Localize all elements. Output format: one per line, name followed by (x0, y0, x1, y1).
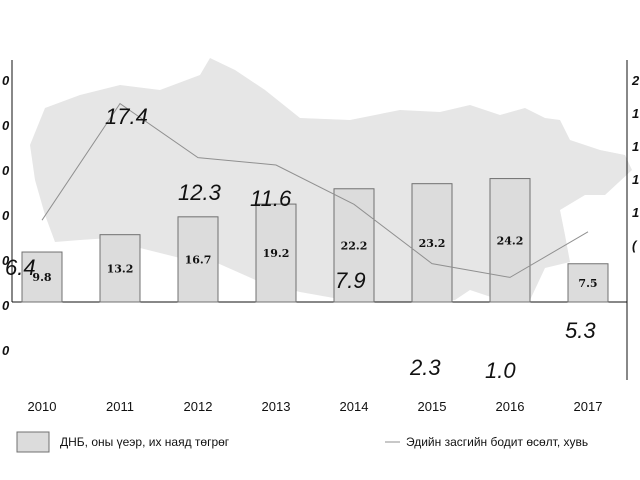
left-axis-tick: 0 (2, 253, 10, 268)
bar-2011 (99, 234, 141, 303)
x-tick-label: 2013 (262, 399, 291, 414)
legend-bar-label: ДНБ, оны үеэр, их наяд төгрөг (60, 435, 230, 449)
bar-value-label: 9.8 (32, 271, 51, 284)
bar-2013 (255, 203, 297, 303)
bar-value-label: 13.2 (107, 262, 134, 275)
x-tick-label: 2014 (340, 399, 369, 414)
left-axis-tick: 0 (2, 298, 10, 313)
right-axis-tick: 1 (632, 106, 639, 121)
left-axis-ticks: 0 0 0 0 0 0 0 (2, 73, 10, 358)
line-value-label: 6.4 (5, 255, 36, 280)
legend-bar-swatch (16, 431, 50, 453)
right-axis-tick: ( (632, 238, 638, 253)
x-axis-ticks: 2010 2011 2012 2013 2014 2015 2016 2017 (28, 399, 603, 414)
line-value-label: 7.9 (335, 268, 366, 293)
bar-value-label: 24.2 (497, 234, 524, 247)
right-axis-ticks: 2 1 1 1 1 ( (631, 73, 640, 253)
line-value-label: 11.6 (250, 186, 292, 211)
left-axis-tick: 0 (2, 343, 10, 358)
bar-2014 (333, 188, 375, 303)
bar-value-label: 23.2 (419, 237, 446, 250)
line-value-labels: 6.4 17.4 12.3 11.6 7.9 2.3 1.0 5.3 (5, 104, 596, 383)
line-value-label: 5.3 (565, 318, 596, 343)
x-tick-label: 2017 (574, 399, 603, 414)
bar-value-label: 22.2 (341, 239, 368, 252)
line-value-label: 12.3 (178, 180, 222, 205)
line-value-label: 1.0 (485, 358, 516, 383)
x-tick-label: 2015 (418, 399, 447, 414)
x-tick-label: 2016 (496, 399, 525, 414)
right-axis-tick: 1 (632, 205, 639, 220)
bar-series (21, 178, 609, 303)
line-value-label: 2.3 (409, 355, 441, 380)
bar-2016 (489, 178, 531, 303)
x-tick-label: 2011 (106, 399, 134, 414)
bar-2012 (177, 216, 219, 303)
left-axis-tick: 0 (2, 118, 10, 133)
growth-line (41, 102, 589, 278)
left-axis-tick: 0 (2, 208, 10, 223)
right-axis-tick: 1 (632, 172, 639, 187)
right-axis-tick: 2 (631, 73, 640, 88)
left-axis-tick: 0 (2, 73, 10, 88)
bar-value-label: 19.2 (263, 247, 290, 260)
bar-2017 (567, 263, 609, 303)
bar-2010 (21, 251, 63, 303)
x-tick-label: 2010 (28, 399, 57, 414)
bar-value-labels: 9.8 13.2 16.7 19.2 22.2 23.2 24.2 7.5 (32, 234, 597, 290)
bar-value-label: 7.5 (578, 277, 597, 290)
bar-2015 (411, 183, 453, 303)
line-value-label: 17.4 (105, 104, 148, 129)
legend-line-label: Эдийн засгийн бодит өсөлт, хувь (406, 435, 588, 449)
left-axis-tick: 0 (2, 163, 10, 178)
bar-value-label: 16.7 (185, 253, 212, 266)
right-axis-tick: 1 (632, 139, 639, 154)
x-tick-label: 2012 (184, 399, 213, 414)
